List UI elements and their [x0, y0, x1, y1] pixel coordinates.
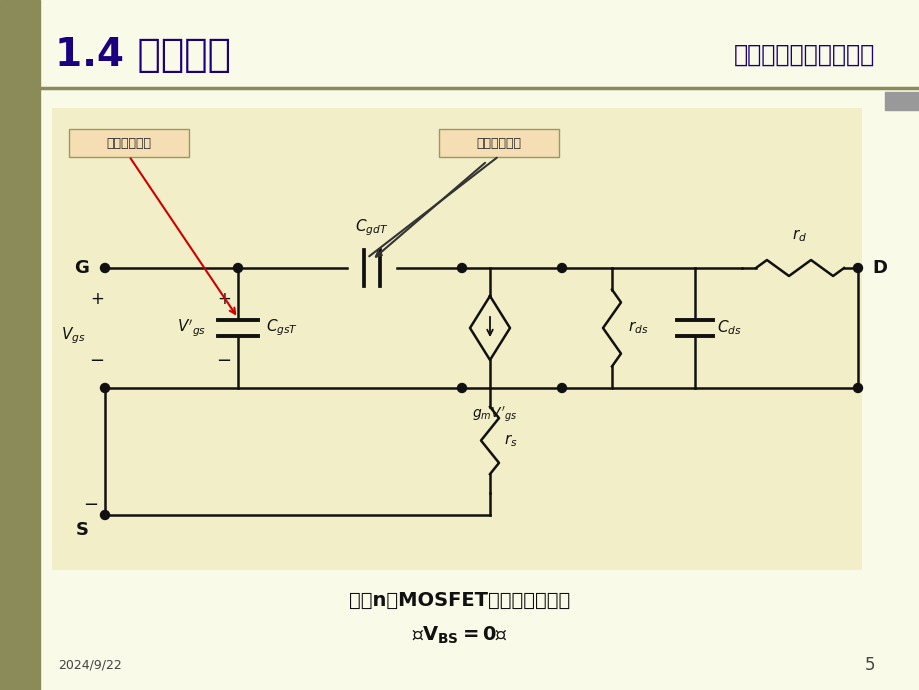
Circle shape	[100, 384, 109, 393]
Circle shape	[557, 264, 566, 273]
Circle shape	[457, 384, 466, 393]
Text: $g_m V'_{gs}$: $g_m V'_{gs}$	[471, 404, 517, 424]
Text: −: −	[89, 352, 105, 370]
Circle shape	[100, 511, 109, 520]
Circle shape	[853, 384, 862, 393]
Circle shape	[853, 264, 862, 273]
Bar	[884, 92, 919, 110]
Bar	[692, 321, 697, 335]
Text: −: −	[216, 352, 232, 370]
Text: −: −	[84, 496, 98, 514]
Circle shape	[100, 264, 109, 273]
Text: $V'_{gs}$: $V'_{gs}$	[176, 317, 206, 339]
Text: $C_{gsT}$: $C_{gsT}$	[266, 317, 298, 338]
FancyBboxPatch shape	[69, 129, 188, 157]
Text: $\mathbf{（V_{BS}=0）}$: $\mathbf{（V_{BS}=0）}$	[412, 624, 507, 646]
Circle shape	[557, 384, 566, 393]
Bar	[236, 321, 240, 335]
Bar	[52, 108, 861, 570]
Text: 总的栅漏电容: 总的栅漏电容	[476, 137, 521, 150]
Text: $C_{gdT}$: $C_{gdT}$	[355, 217, 388, 238]
Text: 1.4 频率特性: 1.4 频率特性	[55, 36, 231, 74]
Text: $V_{gs}$: $V_{gs}$	[61, 326, 85, 346]
Text: $C_{ds}$: $C_{ds}$	[716, 319, 741, 337]
FancyBboxPatch shape	[438, 129, 559, 157]
Text: G: G	[74, 259, 89, 277]
Text: 2024/9/22: 2024/9/22	[58, 658, 121, 671]
Text: +: +	[217, 290, 231, 308]
Text: $r_s$: $r_s$	[504, 432, 517, 449]
Circle shape	[233, 264, 243, 273]
Text: D: D	[871, 259, 886, 277]
Text: $r_{ds}$: $r_{ds}$	[628, 319, 648, 336]
Circle shape	[457, 264, 466, 273]
Text: 总的栅源电容: 总的栅源电容	[107, 137, 152, 150]
Text: 5: 5	[864, 656, 874, 674]
Text: 完整的小信号等效电路: 完整的小信号等效电路	[733, 43, 874, 67]
Bar	[0, 0, 40, 690]
Text: +: +	[90, 290, 104, 308]
Text: S: S	[76, 521, 89, 539]
Text: 共源n沟MOSFET小信号等效电路: 共源n沟MOSFET小信号等效电路	[349, 591, 570, 609]
Text: $r_d$: $r_d$	[791, 227, 807, 244]
